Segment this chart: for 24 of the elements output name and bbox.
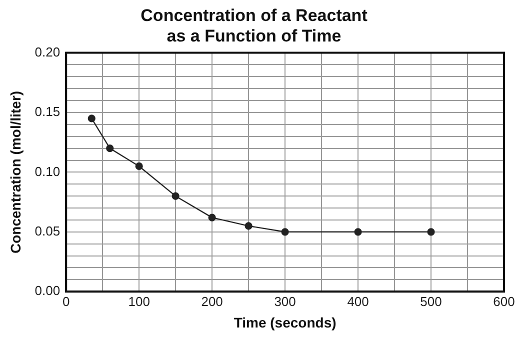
point <box>427 228 435 236</box>
point <box>88 114 96 122</box>
x-tick-label: 400 <box>347 294 369 309</box>
y-tick-label: 0.20 <box>34 44 60 60</box>
point <box>106 144 114 152</box>
point <box>135 162 143 170</box>
y-tick-label: 0.10 <box>34 164 60 179</box>
point <box>208 214 216 222</box>
point <box>172 192 180 200</box>
point <box>244 222 252 230</box>
chart-title: Concentration of a Reactant as a Function of Time <box>140 6 368 46</box>
y-axis-title: Concentration (mol/liter) <box>7 90 24 254</box>
x-tick-label: 0 <box>62 294 70 309</box>
x-tick-label: 100 <box>128 294 150 309</box>
point <box>281 228 289 236</box>
x-tick-label: 200 <box>201 294 223 309</box>
y-tick-label: 0.05 <box>34 223 60 238</box>
y-tick-label: 0.00 <box>34 283 60 298</box>
point <box>354 228 362 236</box>
x-tick-label: 600 <box>493 294 515 309</box>
y-tick-label: 0.15 <box>34 104 60 120</box>
x-axis-title: Time (seconds) <box>234 314 336 330</box>
x-tick-label: 300 <box>274 294 296 309</box>
x-tick-label: 500 <box>420 294 442 309</box>
